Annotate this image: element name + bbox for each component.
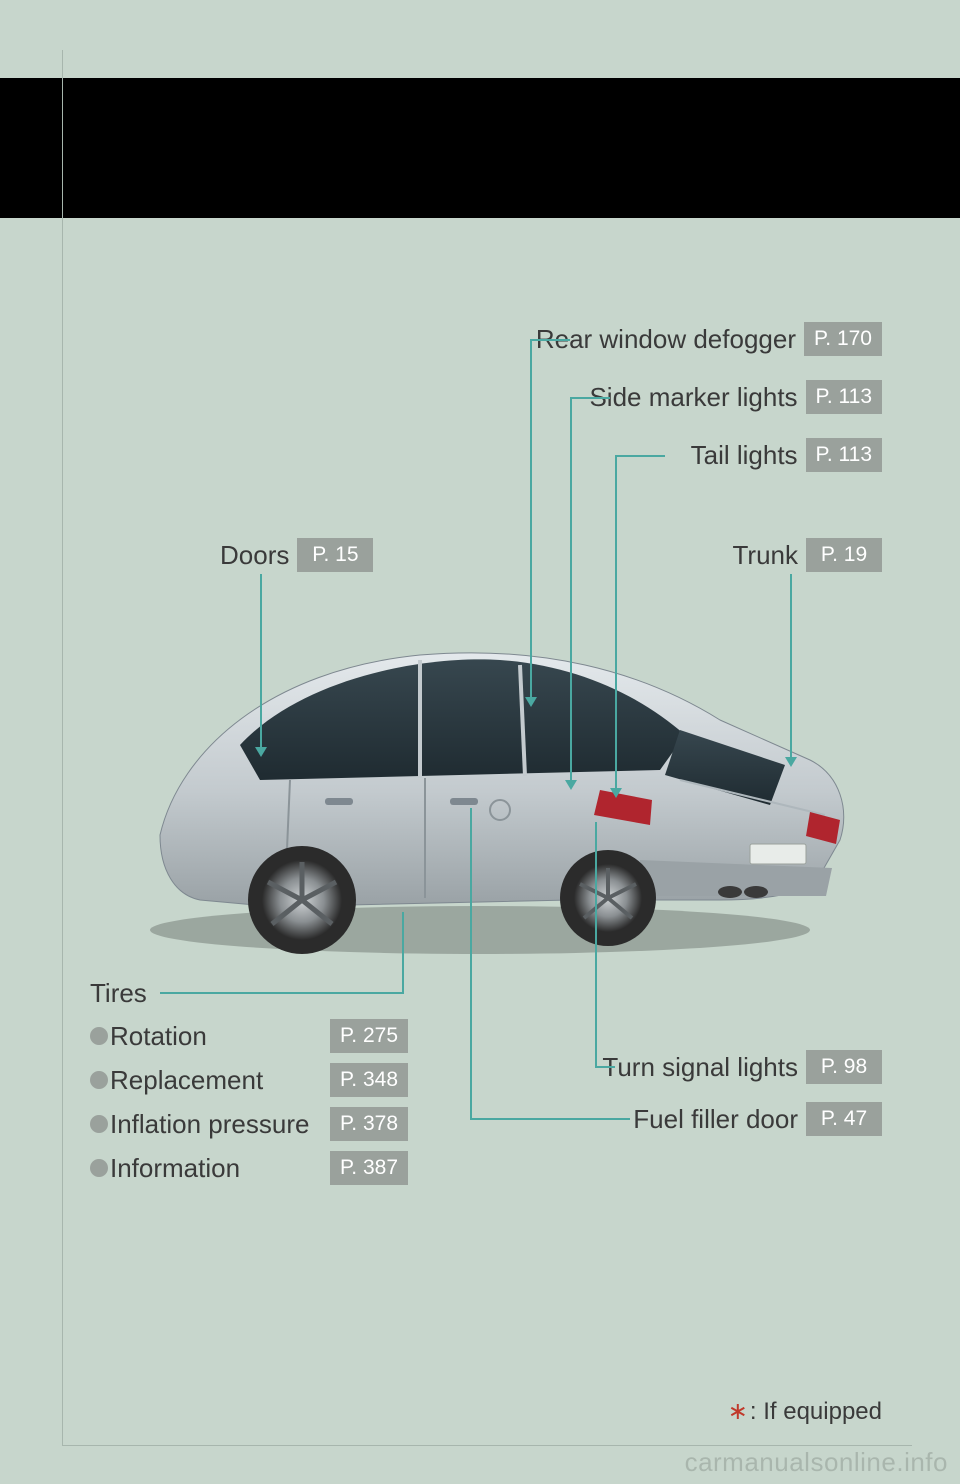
page-ref[interactable]: P. 113 — [806, 380, 882, 414]
tires-block: Tires Rotation P. 275 Replacement P. 348… — [90, 978, 408, 1185]
page-ref[interactable]: P. 15 — [297, 538, 373, 572]
page-ref[interactable]: P. 170 — [804, 322, 882, 356]
callout-label: Fuel filler door — [633, 1104, 798, 1135]
callout-tail-lights: Tail lights P. 113 — [691, 438, 882, 472]
footnote-text: : If equipped — [750, 1398, 882, 1425]
tires-heading-label: Tires — [90, 978, 147, 1009]
tires-row: Replacement P. 348 — [90, 1063, 408, 1097]
tires-row: Rotation P. 275 — [90, 1019, 408, 1053]
callout-label: Side marker lights — [589, 382, 797, 413]
callout-label: Tail lights — [691, 440, 798, 471]
page-ref[interactable]: P. 47 — [806, 1102, 882, 1136]
tires-heading: Tires — [90, 978, 408, 1009]
tires-row: Inflation pressure P. 378 — [90, 1107, 408, 1141]
tires-item-label: Information — [110, 1153, 330, 1184]
callout-trunk: Trunk P. 19 — [733, 538, 883, 572]
callout-label: Doors — [220, 540, 289, 571]
page-ref[interactable]: P. 275 — [330, 1019, 408, 1053]
header-band — [0, 78, 960, 218]
leader — [470, 1118, 630, 1120]
car-illustration — [120, 600, 860, 960]
tires-item-label: Replacement — [110, 1065, 330, 1096]
footnote-symbol: ∗ — [728, 1398, 748, 1425]
tires-item-label: Inflation pressure — [110, 1109, 330, 1140]
callout-fuel-door: Fuel filler door P. 47 — [633, 1102, 882, 1136]
callout-label: Rear window defogger — [536, 324, 796, 355]
bullet-icon — [90, 1159, 108, 1177]
bullet-icon — [90, 1027, 108, 1045]
bullet-icon — [90, 1115, 108, 1133]
tires-row: Information P. 387 — [90, 1151, 408, 1185]
page-ref[interactable]: P. 19 — [806, 538, 882, 572]
watermark: carmanualsonline.info — [685, 1447, 948, 1478]
callout-doors: Doors P. 15 — [220, 538, 373, 572]
callout-rear-defogger: Rear window defogger P. 170 — [536, 322, 882, 356]
tires-item-label: Rotation — [110, 1021, 330, 1052]
callout-label: Turn signal lights — [602, 1052, 798, 1083]
bullet-icon — [90, 1071, 108, 1089]
callout-label: Trunk — [733, 540, 799, 571]
callout-turn-signal: Turn signal lights P. 98 — [602, 1050, 882, 1084]
page-ref[interactable]: P. 113 — [806, 438, 882, 472]
leader — [615, 455, 665, 457]
page-ref[interactable]: P. 348 — [330, 1063, 408, 1097]
page-ref[interactable]: P. 378 — [330, 1107, 408, 1141]
footnote: ∗: If equipped — [728, 1397, 882, 1426]
callout-side-marker: Side marker lights P. 113 — [589, 380, 882, 414]
page-ref[interactable]: P. 387 — [330, 1151, 408, 1185]
page-ref[interactable]: P. 98 — [806, 1050, 882, 1084]
